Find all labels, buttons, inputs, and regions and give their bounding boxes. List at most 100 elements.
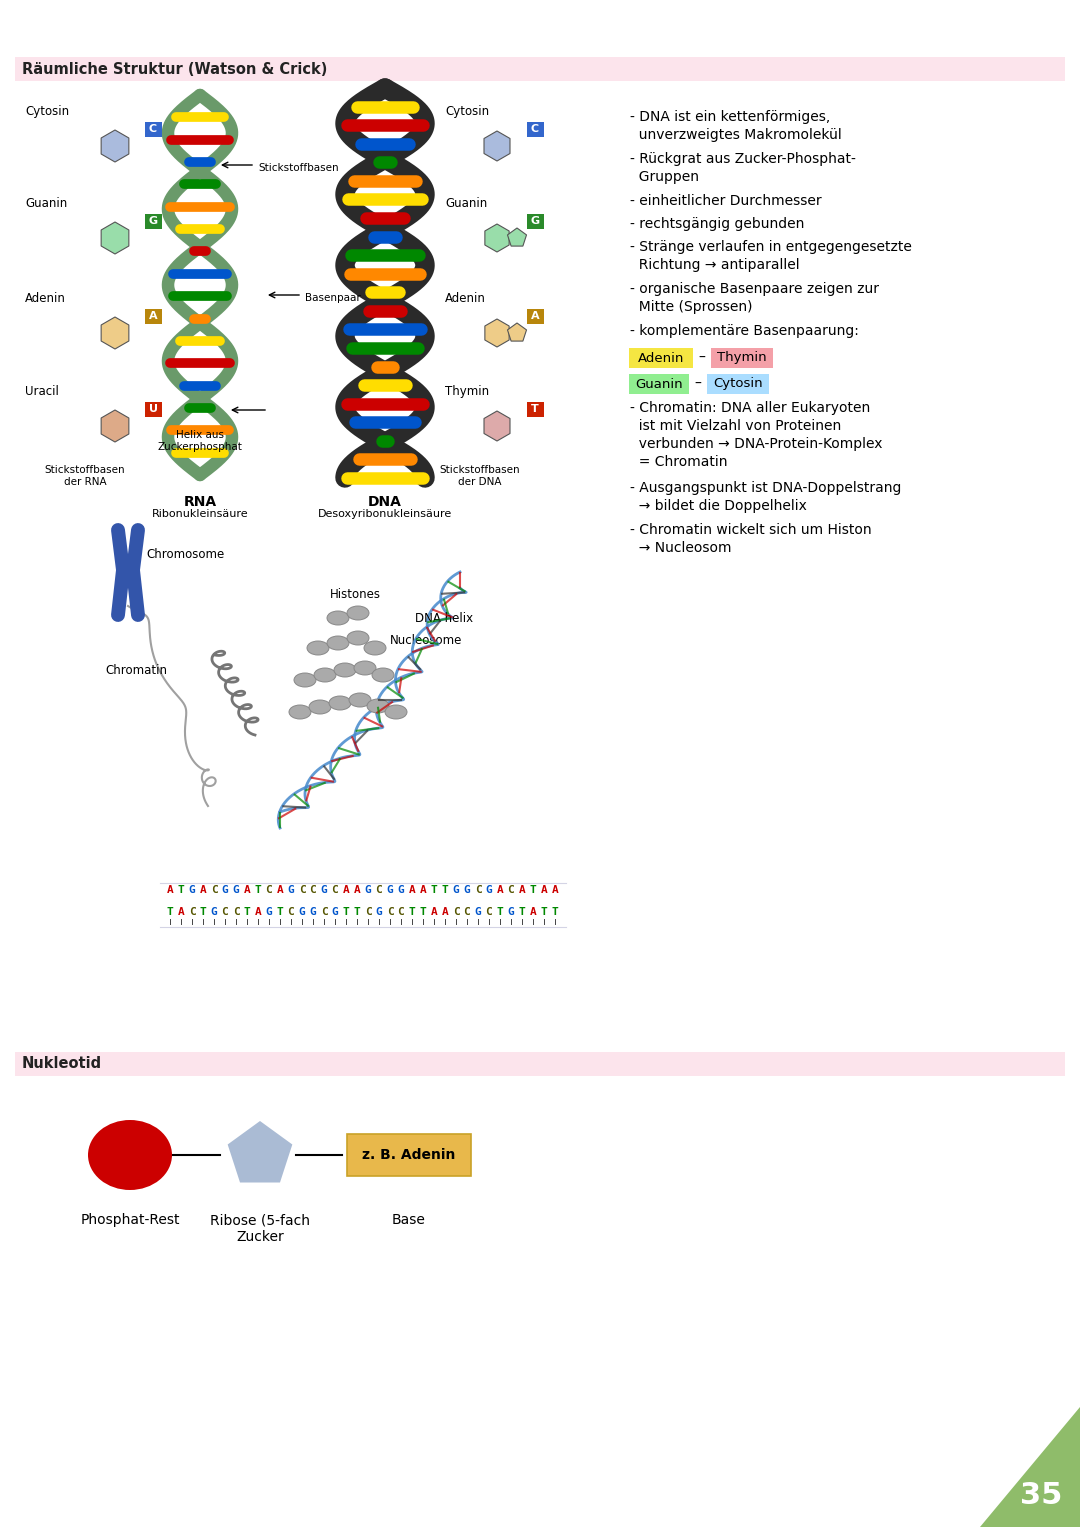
- Text: A: A: [497, 886, 503, 895]
- FancyBboxPatch shape: [707, 374, 769, 394]
- Text: Thymin: Thymin: [445, 385, 489, 399]
- Text: C: C: [531, 124, 539, 134]
- Text: C: C: [149, 124, 157, 134]
- Text: T: T: [442, 886, 448, 895]
- Text: A: A: [276, 886, 283, 895]
- Text: A: A: [166, 886, 174, 895]
- Text: U: U: [149, 405, 158, 414]
- Text: G: G: [321, 886, 327, 895]
- Polygon shape: [102, 318, 129, 350]
- Polygon shape: [485, 319, 509, 347]
- FancyBboxPatch shape: [347, 1135, 471, 1176]
- Text: G: G: [474, 907, 482, 918]
- Text: G: G: [453, 886, 459, 895]
- Text: C: C: [310, 886, 316, 895]
- Text: C: C: [189, 907, 195, 918]
- Text: C: C: [508, 886, 514, 895]
- FancyBboxPatch shape: [527, 402, 543, 417]
- Text: - organische Basenpaare zeigen zur
  Mitte (Sprossen): - organische Basenpaare zeigen zur Mitte…: [630, 282, 879, 315]
- Text: G: G: [148, 215, 158, 226]
- Text: Phosphat-Rest: Phosphat-Rest: [80, 1212, 179, 1228]
- Text: Adenin: Adenin: [638, 351, 685, 365]
- Polygon shape: [484, 131, 510, 160]
- Text: C: C: [221, 907, 228, 918]
- Text: - Chromatin wickelt sich um Histon
  → Nucleosom: - Chromatin wickelt sich um Histon → Nuc…: [630, 524, 872, 554]
- Text: G: G: [332, 907, 338, 918]
- Text: A: A: [518, 886, 525, 895]
- Ellipse shape: [384, 705, 407, 719]
- FancyBboxPatch shape: [527, 308, 543, 324]
- Text: Basenpaar: Basenpaar: [305, 293, 361, 302]
- Text: C: C: [211, 886, 217, 895]
- Text: A: A: [200, 886, 206, 895]
- Text: Stickstoffbasen
der RNA: Stickstoffbasen der RNA: [44, 466, 125, 487]
- Text: T: T: [541, 907, 548, 918]
- Ellipse shape: [294, 673, 316, 687]
- Ellipse shape: [364, 641, 386, 655]
- Text: Cytosin: Cytosin: [713, 377, 762, 391]
- Text: Nukleotid: Nukleotid: [22, 1057, 103, 1072]
- FancyBboxPatch shape: [527, 122, 543, 136]
- Text: Guanin: Guanin: [635, 377, 683, 391]
- Text: A: A: [177, 907, 185, 918]
- Ellipse shape: [347, 606, 369, 620]
- Ellipse shape: [354, 661, 376, 675]
- Text: Histones: Histones: [330, 588, 381, 602]
- Polygon shape: [980, 1406, 1080, 1527]
- Text: G: G: [365, 886, 372, 895]
- Text: G: G: [486, 886, 492, 895]
- Text: A: A: [552, 886, 558, 895]
- Text: G: G: [299, 907, 306, 918]
- Text: A: A: [541, 886, 548, 895]
- Text: A: A: [431, 907, 437, 918]
- Text: T: T: [244, 907, 251, 918]
- Text: G: G: [266, 907, 272, 918]
- Text: C: C: [232, 907, 240, 918]
- Text: C: C: [397, 907, 404, 918]
- Text: Uracil: Uracil: [25, 385, 59, 399]
- Text: C: C: [321, 907, 327, 918]
- Text: Räumliche Struktur (Watson & Crick): Räumliche Struktur (Watson & Crick): [22, 61, 327, 76]
- Text: z. B. Adenin: z. B. Adenin: [362, 1148, 456, 1162]
- Text: Ribose (5-fach
Zucker: Ribose (5-fach Zucker: [210, 1212, 310, 1245]
- Text: T: T: [552, 907, 558, 918]
- Text: 35: 35: [1020, 1481, 1062, 1510]
- Polygon shape: [102, 221, 129, 253]
- Text: G: G: [530, 215, 540, 226]
- Ellipse shape: [327, 611, 349, 625]
- Text: G: G: [310, 907, 316, 918]
- Text: Adenin: Adenin: [25, 292, 66, 305]
- FancyBboxPatch shape: [15, 1052, 1065, 1077]
- FancyBboxPatch shape: [145, 308, 162, 324]
- Text: C: C: [474, 886, 482, 895]
- Text: C: C: [453, 907, 459, 918]
- Text: T: T: [431, 886, 437, 895]
- Text: Base: Base: [392, 1212, 426, 1228]
- Ellipse shape: [327, 637, 349, 651]
- FancyBboxPatch shape: [527, 214, 543, 229]
- FancyBboxPatch shape: [629, 374, 689, 394]
- Text: Guanin: Guanin: [25, 197, 67, 211]
- Text: T: T: [531, 405, 539, 414]
- Text: C: C: [266, 886, 272, 895]
- Text: C: C: [376, 886, 382, 895]
- Polygon shape: [228, 1121, 293, 1182]
- Text: Desoxyribonukleinsäure: Desoxyribonukleinsäure: [318, 508, 453, 519]
- Text: - Chromatin: DNA aller Eukaryoten
  ist mit Vielzahl von Proteinen
  verbunden →: - Chromatin: DNA aller Eukaryoten ist mi…: [630, 402, 882, 469]
- Text: –: –: [699, 351, 705, 365]
- Ellipse shape: [372, 667, 394, 683]
- Text: G: G: [189, 886, 195, 895]
- Text: C: C: [365, 907, 372, 918]
- Ellipse shape: [349, 693, 372, 707]
- Text: T: T: [408, 907, 416, 918]
- Ellipse shape: [347, 631, 369, 644]
- Text: T: T: [276, 907, 283, 918]
- Text: A: A: [442, 907, 448, 918]
- Text: T: T: [177, 886, 185, 895]
- Text: T: T: [342, 907, 349, 918]
- Text: C: C: [332, 886, 338, 895]
- Text: RNA: RNA: [184, 495, 217, 508]
- Text: G: G: [376, 907, 382, 918]
- Text: G: G: [287, 886, 295, 895]
- Text: - einheitlicher Durchmesser: - einheitlicher Durchmesser: [630, 194, 822, 208]
